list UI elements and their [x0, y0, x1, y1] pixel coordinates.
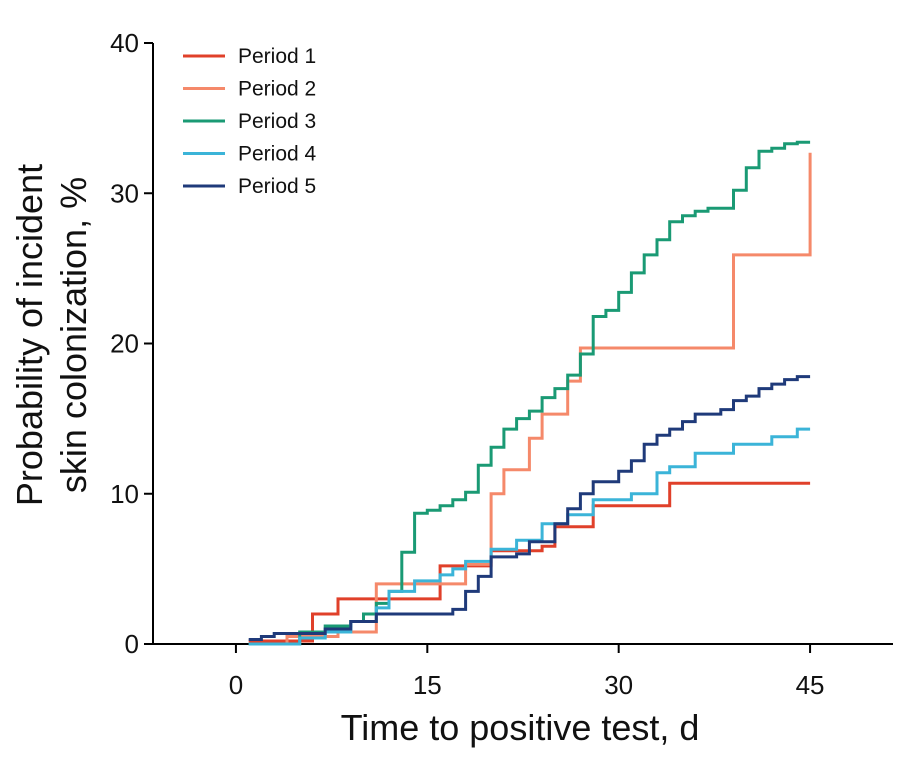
y-axis-title-line-2: skin colonization, % [53, 177, 94, 493]
y-ticks: 0 10 20 30 40 [110, 28, 153, 659]
y-axis-title-line-1: Probability of incident [9, 164, 50, 506]
y-tick-label-40: 40 [110, 28, 139, 58]
x-axis-title: Time to positive test, d [341, 707, 700, 748]
y-tick-label-30: 30 [110, 178, 139, 208]
y-tick-label-10: 10 [110, 479, 139, 509]
y-tick-label-20: 20 [110, 329, 139, 359]
y-tick-label-0: 0 [125, 629, 139, 659]
legend-label-period-2: Period 2 [238, 78, 316, 101]
x-tick-label-15: 15 [413, 670, 442, 700]
legend-label-period-3: Period 3 [238, 110, 316, 133]
series-lines [248, 140, 812, 646]
legend-label-period-5: Period 5 [238, 175, 316, 198]
x-tick-label-0: 0 [229, 670, 243, 700]
series-line-period-3 [248, 140, 811, 646]
x-tick-label-30: 30 [604, 670, 633, 700]
legend-label-period-1: Period 1 [238, 45, 316, 68]
y-axis-title: Probability of incident skin colonizatio… [9, 164, 94, 506]
plot-area: 0 10 20 30 40 0 15 30 45 [110, 28, 893, 700]
legend-label-period-4: Period 4 [238, 143, 317, 166]
series-line-period-1 [248, 481, 811, 643]
series-line-period-2 [248, 152, 812, 646]
series-line-period-5 [248, 375, 811, 641]
x-tick-label-45: 45 [796, 670, 825, 700]
legend: Period 1 Period 2 Period 3 Period 4 Period 5 [183, 45, 317, 198]
x-ticks: 0 15 30 45 [229, 644, 825, 700]
